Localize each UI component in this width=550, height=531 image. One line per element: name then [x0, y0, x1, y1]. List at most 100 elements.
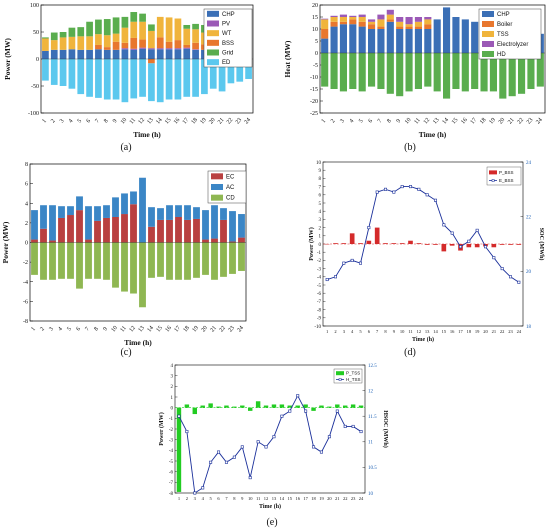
- bar-ac: [238, 214, 245, 238]
- y-tick-label: 0: [171, 406, 174, 411]
- line-point: [248, 476, 252, 480]
- x-tick-label: 22: [226, 117, 234, 125]
- x-tick-label: 12: [264, 496, 269, 501]
- bar-cd: [175, 242, 182, 280]
- line-point: [256, 440, 260, 444]
- bar-ac: [31, 210, 38, 240]
- x-tick-label: 10: [111, 325, 119, 333]
- y-tick-label: -20: [310, 99, 318, 105]
- y-tick-label: 100: [30, 3, 39, 9]
- y-tick-label: 0: [25, 241, 28, 247]
- line-point: [240, 445, 244, 449]
- bar-power: [335, 404, 340, 408]
- bar-chp: [433, 19, 441, 53]
- bar-ed: [218, 59, 226, 92]
- bar-chp: [165, 49, 173, 59]
- y-axis-title: Power (MW): [3, 38, 12, 80]
- x-tick-label: 2: [334, 329, 336, 334]
- bar-electrolyzer: [349, 15, 357, 17]
- y-tick-label: 1: [171, 396, 174, 401]
- chart-d: -10-9-8-7-6-5-4-3-2-10123456789101820222…: [308, 161, 545, 358]
- x-tick-label: 5: [77, 118, 84, 124]
- bar-wt: [148, 30, 155, 49]
- line-point: [224, 460, 228, 464]
- bar-ed: [148, 63, 155, 102]
- bar-boiler: [368, 24, 376, 29]
- y-tick-label: -2: [23, 260, 28, 266]
- bar-hd: [518, 53, 526, 94]
- x-tick-label: 2: [39, 326, 46, 332]
- y-tick-label: 0: [36, 57, 39, 63]
- bar-ed: [50, 59, 58, 85]
- bar-ed: [236, 59, 244, 82]
- x-axis-title: Time (h): [419, 130, 447, 139]
- x-tick-label: 3: [59, 118, 66, 124]
- legend-label: AC: [226, 185, 235, 191]
- bar-hd: [461, 53, 469, 92]
- legend-swatch: [207, 39, 219, 46]
- bar-hd: [499, 53, 507, 99]
- bar-ec: [220, 219, 227, 243]
- bar-chp: [148, 49, 155, 59]
- bar-wt: [86, 36, 93, 50]
- bar-pv: [183, 47, 191, 49]
- x-tick-label: 7: [225, 496, 228, 501]
- bar-power: [263, 405, 269, 408]
- bar-cd: [202, 242, 209, 275]
- y-tick-label: 1: [319, 235, 322, 240]
- y-tick-label: -1: [169, 417, 174, 422]
- x-tick-label: 8: [386, 118, 393, 124]
- bar-chp: [396, 29, 404, 53]
- bar-ec: [202, 239, 209, 243]
- legend-label: E_BSS: [499, 178, 514, 183]
- bar-hd: [414, 53, 422, 89]
- x-tick-label: 16: [295, 496, 300, 501]
- bar-wt: [130, 21, 138, 38]
- y-tick-label: 0: [319, 243, 322, 248]
- x-tick-label: 7: [376, 329, 379, 334]
- bar-ac: [121, 193, 128, 215]
- y-tick-label: -100: [28, 111, 39, 117]
- y-tick-label: -4: [169, 449, 174, 454]
- x-tick-label: 7: [84, 326, 91, 332]
- bar-grid: [183, 24, 191, 29]
- x-tick-label: 19: [199, 117, 207, 125]
- x-tick-label: 4: [349, 118, 356, 124]
- legend-box: [203, 8, 253, 68]
- bar-chp: [112, 49, 120, 59]
- x-tick-label: 18: [311, 496, 316, 501]
- y-tick-label: 6: [25, 182, 28, 188]
- x-tick-label: 2: [330, 118, 337, 124]
- x-tick-label: 18: [183, 325, 191, 333]
- bar-chp: [50, 49, 58, 59]
- line-point: [351, 424, 355, 428]
- bar-ed: [42, 59, 49, 81]
- bar-ec: [112, 216, 119, 243]
- legend-swatch: [482, 31, 494, 37]
- line-point: [417, 187, 421, 191]
- y-tick-label: -5: [313, 63, 318, 69]
- bar-hd: [433, 53, 441, 92]
- bar-ec: [49, 240, 56, 243]
- bar-chp: [358, 26, 366, 53]
- bar-power: [408, 240, 413, 244]
- x-tick-label: 24: [237, 325, 245, 333]
- bar-boiler: [349, 19, 357, 25]
- line-point: [327, 435, 331, 439]
- series-line: [327, 186, 520, 283]
- x-tick-label: 8: [93, 326, 100, 332]
- bar-ac: [229, 211, 236, 242]
- bar-chp: [42, 50, 49, 59]
- bar-boiler: [405, 26, 413, 29]
- x-tick-label: 20: [483, 329, 488, 334]
- bar-cd: [67, 242, 74, 279]
- bar-chp: [121, 49, 129, 59]
- y-tick-label: 4: [171, 364, 174, 369]
- bar-ec: [85, 239, 92, 243]
- bar-ac: [85, 206, 92, 240]
- x-tick-label: 9: [112, 118, 119, 124]
